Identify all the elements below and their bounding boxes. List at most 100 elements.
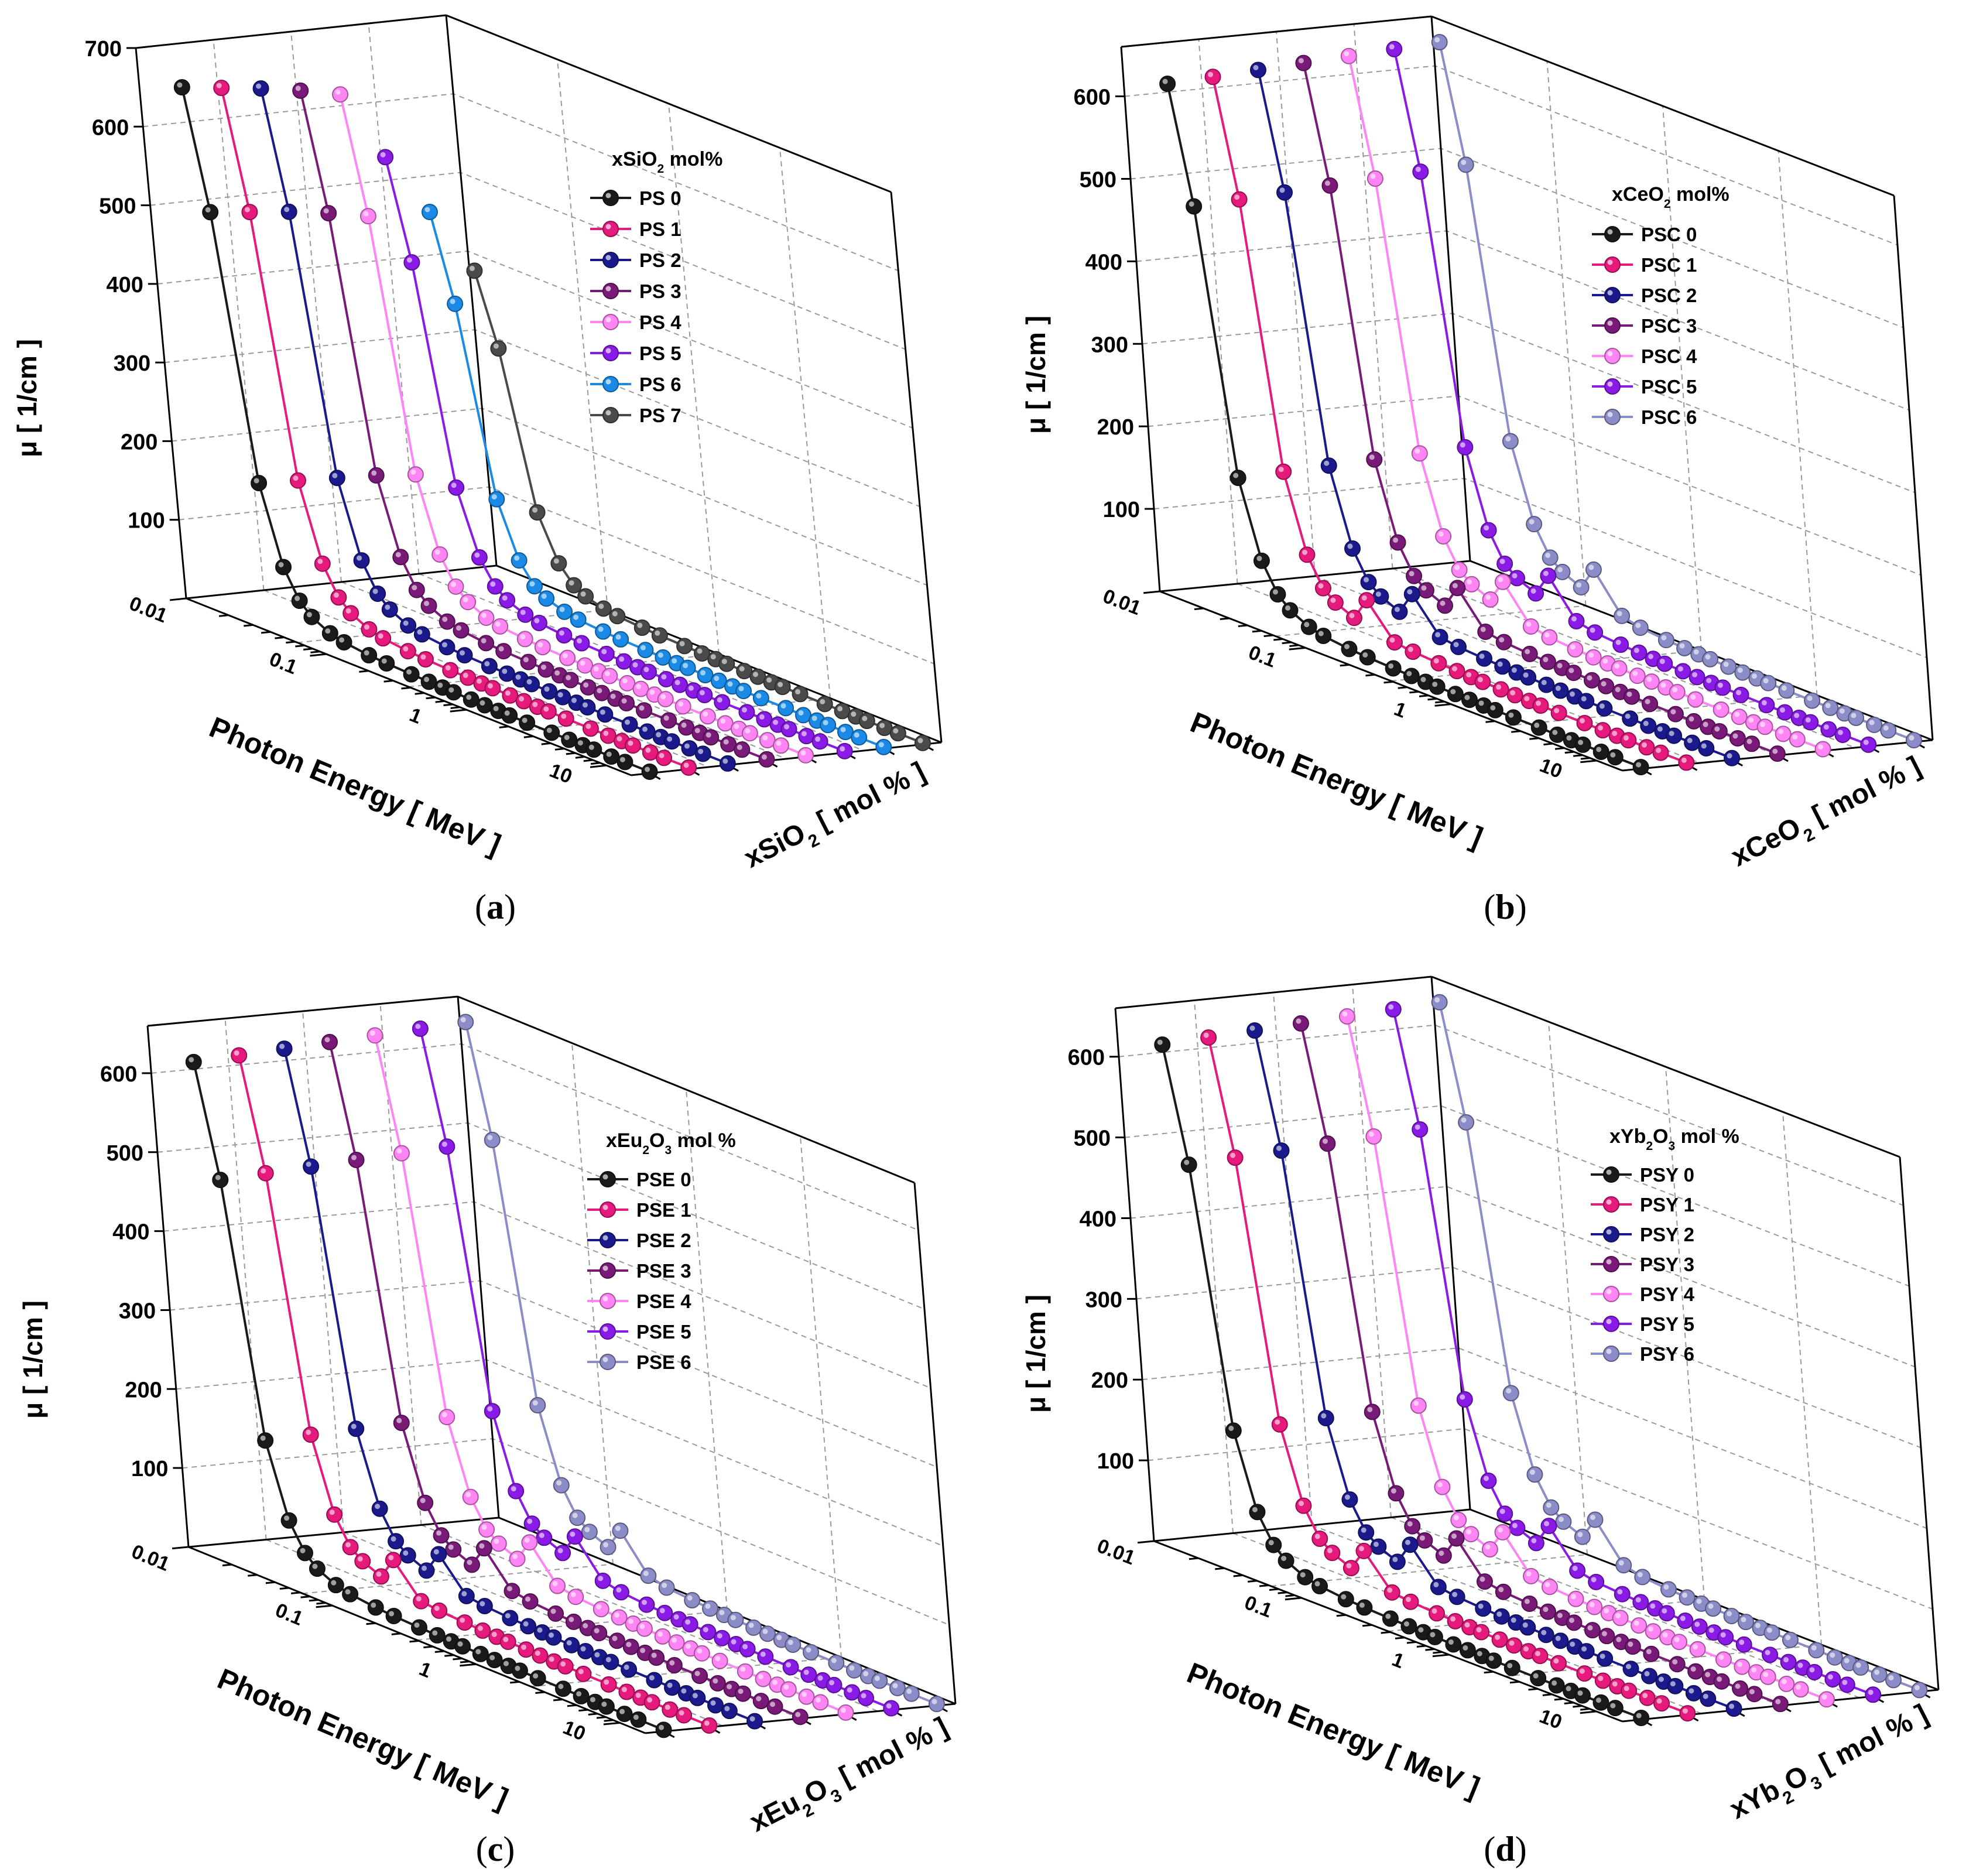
data-point — [1905, 732, 1922, 749]
data-point — [1480, 522, 1497, 539]
x-tick-label: 1 — [416, 1658, 434, 1682]
data-point — [280, 1512, 297, 1529]
series-ps-2 — [252, 80, 736, 772]
data-point — [828, 1654, 845, 1671]
legend-c: xEu2O3 mol % PSE 0 PSE 1 PSE 2 PSE 3 PSE 4 PSE… — [587, 1129, 736, 1373]
data-point — [1404, 1518, 1421, 1535]
data-point — [741, 725, 758, 742]
legend-item: PSE 0 — [587, 1169, 691, 1190]
series-ps-7 — [466, 262, 931, 751]
legend-label: PS 0 — [639, 187, 681, 209]
data-point — [354, 1553, 371, 1570]
data-point — [275, 559, 292, 576]
data-point — [1838, 1676, 1855, 1693]
data-point — [1492, 681, 1509, 698]
data-point — [676, 1707, 693, 1724]
data-point — [367, 1027, 383, 1044]
data-point — [1587, 1511, 1604, 1528]
data-point — [251, 474, 268, 491]
data-point — [1576, 714, 1593, 731]
data-point — [1792, 1681, 1809, 1698]
data-point — [439, 1138, 455, 1155]
data-point — [1487, 701, 1503, 718]
data-point — [636, 1620, 653, 1637]
data-point — [1820, 721, 1837, 738]
data-point — [1412, 1121, 1429, 1138]
x-tick-label: 1 — [406, 704, 425, 728]
y-tick-label: 300 — [119, 1299, 156, 1323]
data-point — [1319, 1135, 1336, 1152]
data-point — [844, 1684, 861, 1701]
data-point — [1528, 1535, 1544, 1552]
legend-item: PSC 6 — [1592, 406, 1697, 428]
data-point — [1431, 994, 1448, 1011]
y-tick-label: 500 — [99, 194, 136, 219]
legend-item: PS 1 — [590, 218, 681, 240]
data-point — [792, 686, 809, 703]
x-axis-title: Photon Energy [ MeV ] — [1183, 1656, 1484, 1805]
data-point — [538, 590, 555, 607]
data-point — [858, 1690, 875, 1707]
data-point — [490, 1535, 507, 1552]
data-point — [655, 1721, 672, 1738]
legend-label: PS 5 — [639, 343, 681, 364]
data-point — [1578, 1643, 1595, 1660]
data-point — [759, 1625, 776, 1642]
data-point — [664, 1679, 681, 1696]
data-point — [1474, 673, 1491, 690]
data-point — [407, 466, 424, 483]
data-point — [600, 727, 617, 744]
data-point — [717, 715, 734, 732]
data-point — [504, 1583, 520, 1600]
data-point — [1629, 667, 1646, 684]
y-tick-label: 500 — [1074, 1127, 1111, 1151]
data-point — [734, 741, 751, 758]
data-point — [1578, 693, 1595, 710]
data-point — [388, 1533, 405, 1550]
data-point — [1431, 629, 1448, 646]
data-point — [553, 1477, 570, 1494]
data-point — [522, 1593, 539, 1610]
data-point — [758, 751, 775, 768]
data-point — [1282, 602, 1299, 619]
data-point — [1311, 1530, 1328, 1547]
data-point — [1586, 1598, 1603, 1615]
data-point — [1430, 1579, 1447, 1596]
x-tick-label: 0.1 — [272, 1599, 306, 1630]
data-point — [1789, 731, 1806, 748]
data-point — [585, 741, 602, 758]
series-line — [1302, 63, 1778, 755]
data-point — [736, 663, 753, 680]
data-point — [714, 1629, 731, 1646]
data-point — [1541, 1579, 1558, 1596]
data-point — [1402, 1536, 1419, 1553]
data-point — [1885, 1672, 1902, 1689]
series-group-c — [185, 1014, 945, 1738]
x-tick-label: 0.01 — [1100, 585, 1143, 619]
data-point — [418, 1562, 435, 1579]
legend-label: PS 4 — [639, 311, 681, 333]
data-point — [556, 603, 573, 620]
data-point — [1713, 701, 1729, 718]
data-point — [1865, 1686, 1882, 1703]
data-point — [727, 1611, 744, 1628]
legend-item: PSE 2 — [587, 1230, 691, 1251]
data-point — [1552, 1632, 1569, 1649]
data-point — [1684, 734, 1701, 751]
data-point — [1614, 607, 1631, 624]
data-point — [314, 555, 331, 572]
data-point — [561, 731, 578, 748]
series-ps-4 — [332, 86, 814, 764]
data-point — [611, 1609, 628, 1626]
data-point — [1592, 743, 1609, 760]
data-point — [421, 204, 438, 221]
data-point — [1502, 1385, 1519, 1402]
data-point — [509, 1550, 526, 1567]
data-point — [1495, 634, 1512, 651]
data-point — [202, 204, 219, 221]
data-point — [463, 691, 480, 708]
data-point — [582, 720, 599, 737]
data-point — [600, 1539, 617, 1556]
data-point — [624, 737, 641, 754]
legend-item: PSY 2 — [1591, 1224, 1694, 1245]
